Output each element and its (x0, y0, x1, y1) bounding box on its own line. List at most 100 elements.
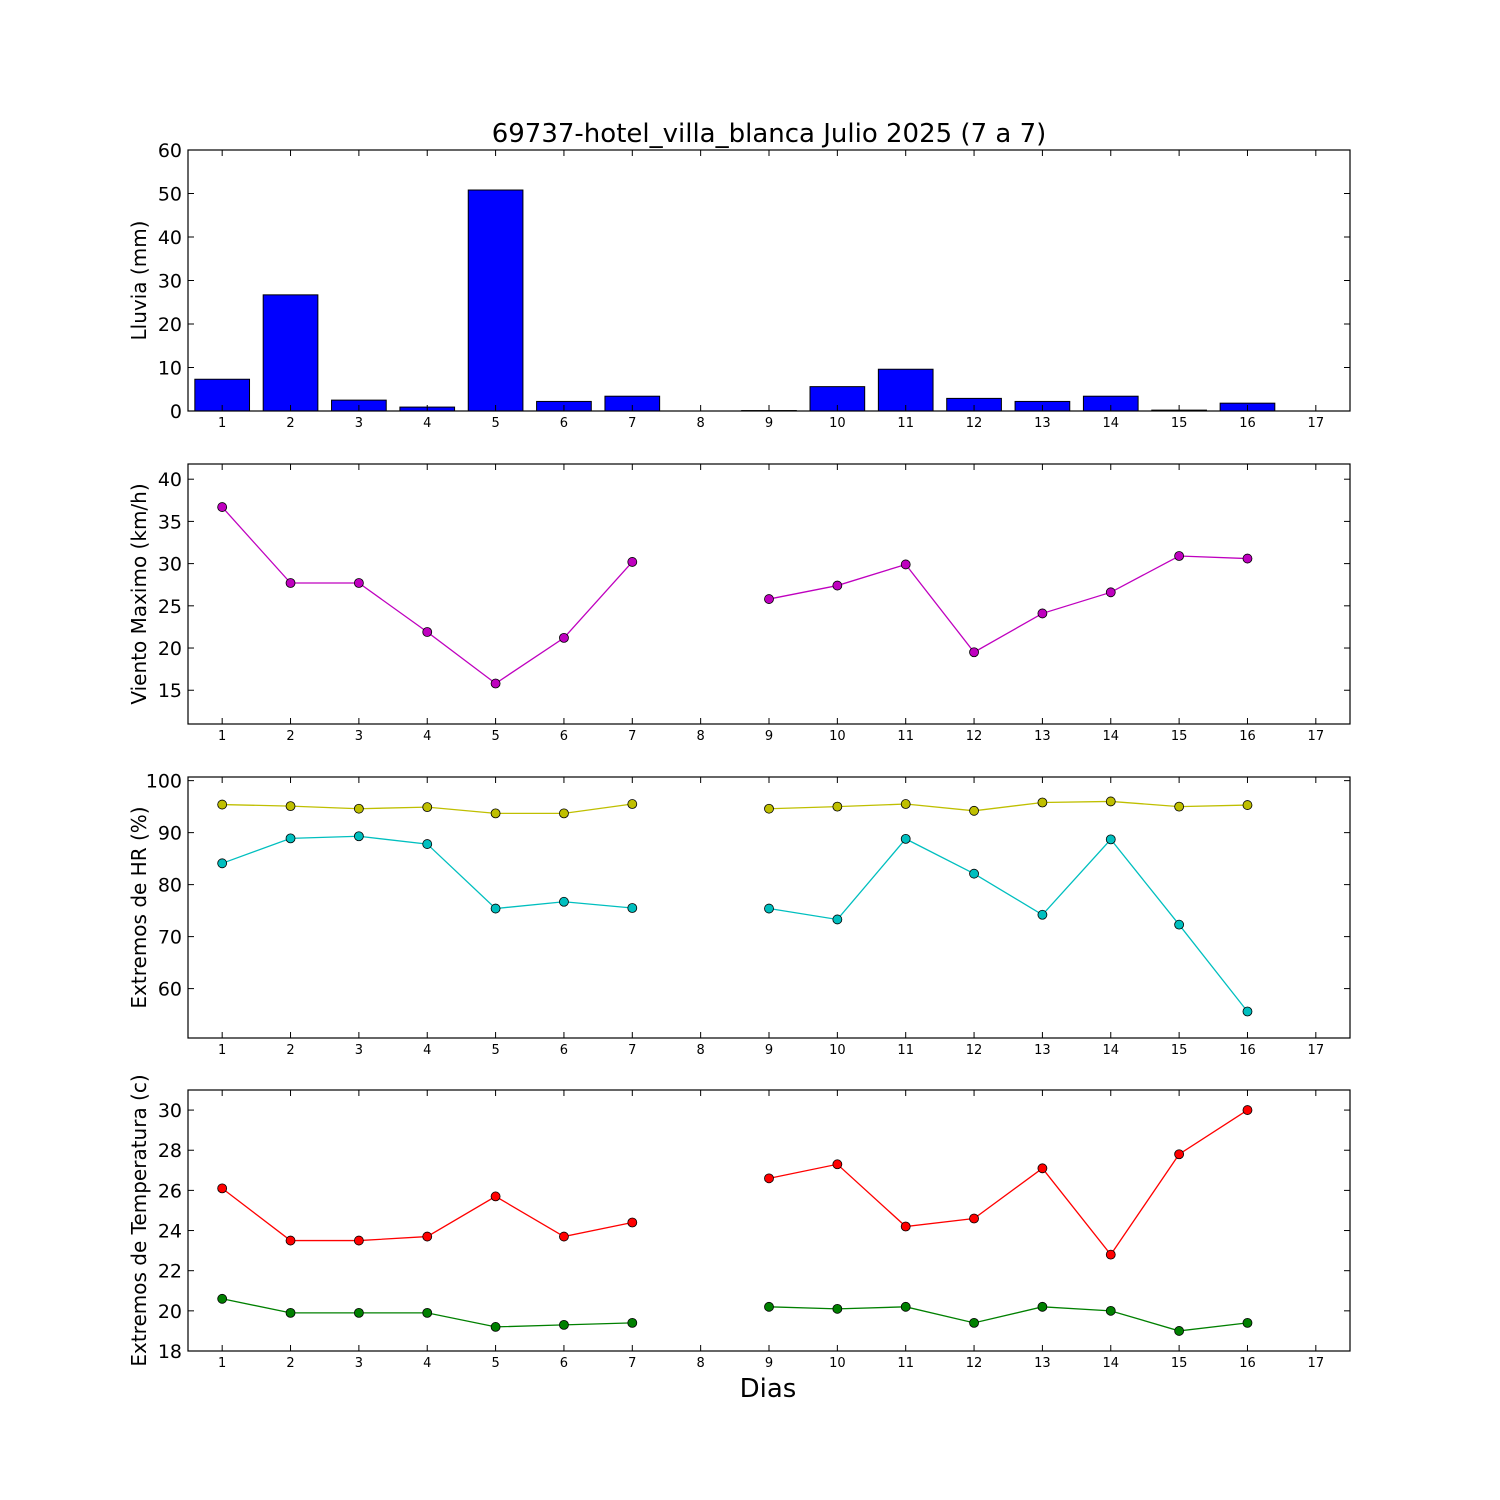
panel-2: 1 2 3 4 5 6 7 8 9 10 11 12 13 14 15 16 17152025303540Vie… (127, 463, 1351, 744)
y-tick-label: 15 (158, 680, 182, 702)
y-tick-label: 35 (158, 511, 182, 533)
series-2-point-day-7 (627, 903, 638, 913)
series-2-point-day-15 (1174, 1326, 1185, 1336)
series-1-point-day-5 (490, 808, 501, 819)
y-tick-label: 28 (158, 1140, 182, 1162)
series-1-line (221, 506, 633, 685)
x-tick-label: 12 (966, 729, 983, 744)
series-1-point-day-16 (1242, 1105, 1253, 1115)
series-1-point-day-9 (764, 1173, 774, 1184)
x-tick-label: 6 (560, 1356, 568, 1371)
series-2-point-day-6 (559, 1320, 569, 1330)
x-tick-label: 15 (1171, 729, 1188, 744)
y-tick-label: 30 (158, 554, 182, 576)
y-tick-label: 40 (158, 469, 182, 491)
series-2-point-day-14 (1105, 1305, 1116, 1316)
x-tick-label: 4 (423, 416, 431, 431)
panel-3: 1 2 3 4 5 6 7 8 9 10 11 12 13 14 15 16 1760708090100Extr… (127, 771, 1351, 1058)
series-1-point-day-4 (422, 627, 433, 637)
series-2-point-day-10 (832, 1303, 843, 1314)
series-2-point-day-16 (1242, 1317, 1253, 1328)
series-1-point-day-7 (627, 1217, 638, 1228)
y-tick-label: 20 (158, 1301, 182, 1323)
x-tick-label: 6 (560, 729, 568, 744)
x-tick-label: 9 (765, 729, 773, 744)
x-tick-label: 17 (1308, 1043, 1325, 1058)
series-1-point-day-15 (1174, 801, 1185, 812)
y-axis-label: Viento Maximo (km/h) (127, 483, 151, 704)
x-tick-label: 14 (1102, 1043, 1119, 1058)
x-tick-label: 4 (423, 729, 431, 744)
series-2-point-day-4 (422, 1307, 433, 1318)
x-tick-label: 4 (423, 1043, 431, 1058)
x-tick-label: 3 (355, 1356, 363, 1371)
series-2-point-day-13 (1037, 909, 1048, 920)
series-1-point-day-6 (559, 808, 569, 819)
series-2-point-day-1 (217, 1293, 228, 1304)
series-1-point-day-2 (285, 1235, 296, 1246)
series-2-point-day-12 (969, 868, 979, 879)
series-2-point-day-11 (900, 1301, 911, 1312)
y-tick-label: 20 (158, 638, 182, 660)
series-2-point-day-1 (217, 858, 228, 869)
x-tick-label: 10 (829, 1043, 846, 1058)
y-tick-label: 80 (158, 875, 182, 897)
y-tick-label: 22 (158, 1261, 182, 1283)
panel-4: 1 2 3 4 5 6 7 8 9 10 11 12 13 14 15 16 1718202224262830E… (127, 1074, 1351, 1404)
series-2-point-day-9 (764, 1301, 774, 1312)
series-1-point-day-6 (559, 632, 569, 643)
x-tick-label: 4 (423, 1356, 431, 1371)
x-tick-label: 12 (966, 416, 983, 431)
y-axis-label: Extremos de HR (%) (127, 806, 151, 1008)
x-tick-label: 1 (218, 1356, 226, 1371)
series-1-point-day-12 (969, 1213, 979, 1224)
plot-area (217, 502, 1253, 689)
x-tick-label: 8 (697, 1043, 705, 1058)
x-tick-label: 5 (491, 1356, 499, 1371)
x-tick-label: 7 (628, 1356, 636, 1371)
x-tick-label: 3 (355, 1043, 363, 1058)
axes-frame (187, 149, 1351, 412)
y-tick-label: 20 (158, 314, 182, 336)
series-2-point-day-11 (900, 833, 911, 844)
x-tick-label: 12 (966, 1043, 983, 1058)
plot-area (217, 1105, 1253, 1336)
x-tick-label: 15 (1171, 1043, 1188, 1058)
x-tick-label: 7 (628, 416, 636, 431)
x-tick-label: 2 (286, 416, 294, 431)
x-tick-label: 17 (1308, 729, 1325, 744)
x-tick-label: 16 (1239, 729, 1256, 744)
y-tick-label: 25 (158, 596, 182, 618)
series-2-point-day-3 (353, 1307, 364, 1318)
bar-day-11 (877, 368, 934, 411)
series-1-point-day-4 (422, 1231, 433, 1242)
series-2-point-day-2 (285, 833, 296, 844)
x-tick-label: 10 (829, 729, 846, 744)
y-tick-label: 70 (158, 927, 182, 949)
plot-area (194, 189, 1276, 411)
series-2-point-day-7 (627, 1317, 638, 1328)
y-tick-label: 60 (158, 140, 182, 162)
y-tick-label: 18 (158, 1341, 182, 1363)
series-2-point-day-10 (832, 914, 843, 925)
x-tick-label: 3 (355, 416, 363, 431)
y-tick-label: 10 (158, 358, 182, 380)
series-1-point-day-5 (490, 678, 501, 689)
y-tick-label: 100 (146, 771, 182, 793)
series-1-point-day-11 (900, 799, 911, 809)
series-2-point-day-15 (1174, 919, 1185, 930)
x-tick-label: 15 (1171, 416, 1188, 431)
x-tick-label: 11 (897, 416, 914, 431)
series-2-point-day-6 (559, 896, 569, 907)
series-1-point-day-10 (832, 801, 843, 812)
series-2-point-day-2 (285, 1307, 296, 1318)
x-tick-label: 13 (1034, 1043, 1051, 1058)
series-2-line (768, 1306, 1248, 1332)
x-tick-label: 9 (765, 1043, 773, 1058)
x-tick-label: 7 (628, 1043, 636, 1058)
series-1-point-day-1 (217, 799, 228, 810)
series-2-point-day-4 (422, 839, 433, 849)
series-1-point-day-3 (353, 803, 364, 814)
panel-1: 1 2 3 4 5 6 7 8 9 10 11 12 13 14 15 16 170102030405060Ll… (127, 119, 1351, 431)
series-1-point-day-13 (1037, 1163, 1048, 1174)
